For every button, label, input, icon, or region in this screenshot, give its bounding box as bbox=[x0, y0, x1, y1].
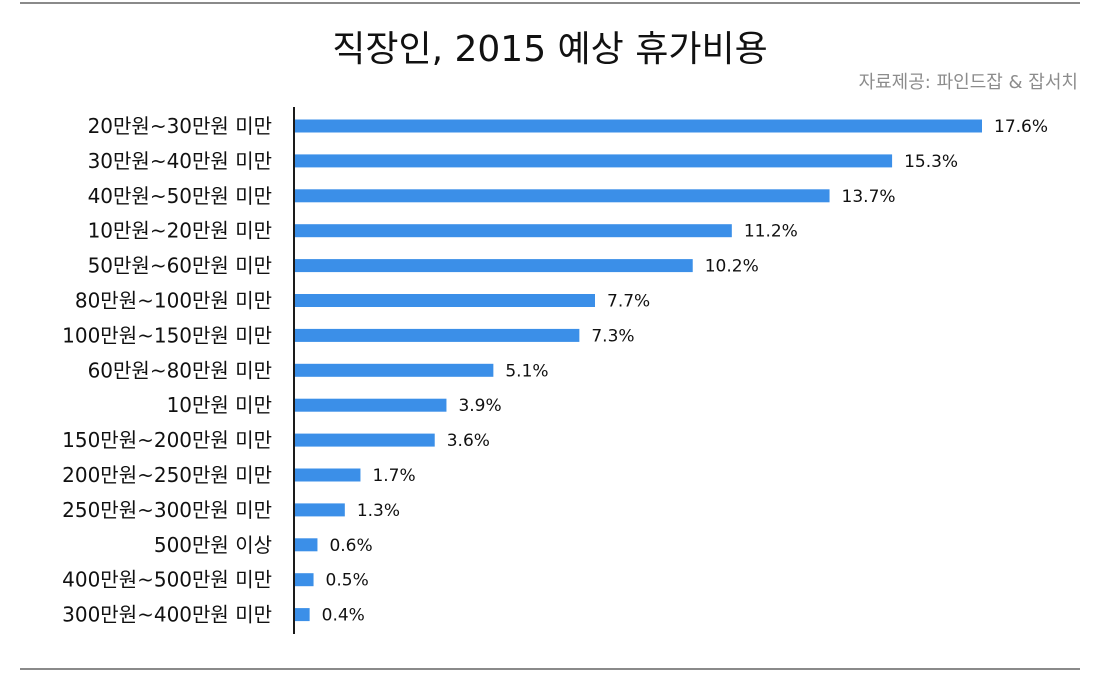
category-label: 100만원~150만원 미만 bbox=[62, 323, 272, 347]
category-label: 500만원 이상 bbox=[154, 533, 272, 557]
bar bbox=[294, 119, 982, 133]
value-label: 5.1% bbox=[505, 361, 548, 381]
category-label: 60만원~80만원 미만 bbox=[88, 358, 272, 382]
source-note: 자료제공: 파인드잡 & 잡서치 bbox=[858, 72, 1078, 93]
bar bbox=[294, 189, 830, 203]
value-label: 0.5% bbox=[326, 571, 369, 591]
bar bbox=[294, 154, 893, 168]
category-label: 10만원 미만 bbox=[167, 393, 272, 417]
bar bbox=[294, 468, 361, 482]
value-label: 15.3% bbox=[904, 152, 958, 172]
value-labels-group: 17.6% 15.3% 13.7% 11.2% 10.2% 7.7% 7.3% 5.1%3.9… bbox=[322, 117, 1048, 626]
bar bbox=[294, 259, 693, 273]
category-label: 50만원~60만원 미만 bbox=[88, 254, 272, 278]
value-label: 7.3% bbox=[591, 326, 634, 346]
bar bbox=[294, 433, 435, 447]
top-rule bbox=[20, 2, 1080, 4]
bar bbox=[294, 294, 595, 307]
category-label: 40만원~50만원 미만 bbox=[88, 184, 272, 208]
category-label: 80만원~100만원 미만 bbox=[75, 289, 272, 313]
value-label: 10.2% bbox=[705, 257, 759, 277]
category-label: 400만원~500만원 미만 bbox=[62, 568, 272, 592]
value-label: 3.6% bbox=[447, 431, 490, 451]
bar bbox=[294, 363, 494, 377]
chart-title: 직장인, 2015 예상 휴가비용 bbox=[332, 29, 768, 70]
category-label: 300만원~400만원 미만 bbox=[62, 603, 272, 627]
bar bbox=[294, 538, 318, 552]
value-label: 7.7% bbox=[607, 292, 650, 312]
value-label: 0.6% bbox=[329, 536, 372, 556]
category-label: 250만원~300만원 미만 bbox=[62, 498, 272, 522]
category-label: 30만원~40만원 미만 bbox=[88, 149, 272, 173]
value-label: 17.6% bbox=[994, 117, 1048, 137]
bars-group bbox=[294, 119, 982, 622]
value-label: 0.4% bbox=[322, 606, 365, 626]
value-label: 13.7% bbox=[842, 187, 896, 207]
bar bbox=[294, 328, 580, 342]
bar bbox=[294, 503, 345, 517]
bar bbox=[294, 608, 310, 622]
bar bbox=[294, 224, 732, 238]
category-label: 20만원~30만원 미만 bbox=[88, 114, 272, 138]
category-label: 10만원~20만원 미만 bbox=[88, 219, 272, 243]
category-label: 200만원~250만원 미만 bbox=[62, 463, 272, 487]
category-label: 150만원~200만원 미만 bbox=[62, 428, 272, 452]
bar bbox=[294, 398, 447, 412]
value-label: 1.3% bbox=[357, 501, 400, 521]
value-label: 1.7% bbox=[372, 466, 415, 486]
bar bbox=[294, 573, 314, 587]
value-label: 3.9% bbox=[458, 396, 501, 416]
bottom-rule bbox=[20, 668, 1080, 670]
value-label: 11.2% bbox=[744, 222, 798, 242]
category-labels-group: 20만원~30만원 미만 30만원~40만원 미만 40만원~50만원 미만 10만원… bbox=[62, 114, 272, 627]
